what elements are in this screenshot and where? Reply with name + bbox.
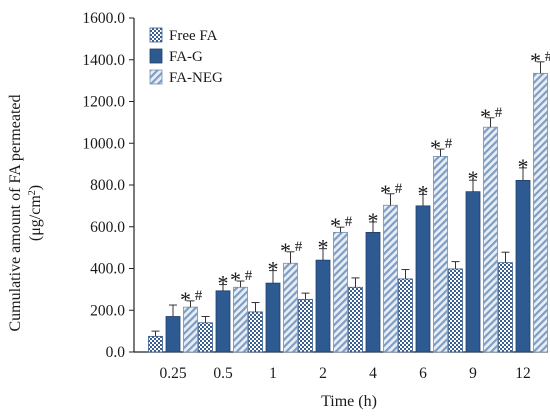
significance-hash: # (545, 49, 550, 65)
significance-star: * (180, 287, 191, 312)
bar-fa-neg (383, 204, 398, 353)
significance-hash: # (495, 105, 503, 121)
bar-free-fa (248, 311, 263, 353)
y-axis-title: Cumulative amount of FA permeated (7, 95, 24, 332)
bar-fa-g (415, 205, 431, 353)
x-tick-label: 0.25 (159, 365, 186, 382)
bar-fa-neg (533, 72, 548, 353)
bar-fa-neg (483, 126, 498, 353)
significance-star: * (480, 104, 491, 129)
bar-free-fa (148, 335, 163, 353)
bar-free-fa (348, 286, 363, 353)
y-tick-label: 1200.0 (82, 94, 125, 111)
y-tick-label: 1400.0 (82, 52, 125, 69)
y-tick-label: 0.0 (106, 344, 126, 361)
bar-fa-g (265, 282, 281, 353)
bar-free-fa (398, 278, 413, 353)
x-tick-label: 0.5 (213, 365, 233, 382)
y-axis-unit: (μg/cm2) (27, 185, 45, 241)
bar-fa-g (515, 180, 531, 353)
significance-star: * (518, 154, 529, 179)
bar-fa-neg (283, 262, 298, 353)
significance-star: * (280, 238, 291, 263)
legend-label: FA-NEG (169, 70, 223, 86)
legend-label: Free FA (169, 28, 218, 44)
bar-fa-g (465, 191, 481, 353)
y-tick-label: 800.0 (90, 177, 125, 194)
significance-star: * (230, 267, 241, 292)
significance-star: * (268, 257, 279, 282)
bar-fa-neg (233, 286, 248, 353)
significance-hash: # (395, 181, 403, 197)
y-tick-label: 1000.0 (82, 135, 125, 152)
significance-star: * (530, 48, 541, 73)
significance-star: * (368, 208, 379, 233)
bar-free-fa (448, 268, 463, 353)
bar-free-fa (198, 322, 213, 353)
x-tick-label: 2 (319, 365, 327, 382)
significance-star: * (380, 180, 391, 205)
bar-fa-g (165, 316, 181, 353)
legend-swatch-fa-neg (149, 69, 163, 85)
x-tick-label: 6 (419, 365, 427, 382)
significance-hash: # (445, 136, 453, 152)
significance-star: * (468, 166, 479, 191)
bar-free-fa (498, 262, 513, 353)
legend-label: FA-G (169, 49, 203, 65)
bar-fa-g (365, 231, 381, 353)
bar-fa-g (215, 290, 231, 353)
significance-star: * (318, 235, 329, 260)
legend-swatch-fa-g (149, 48, 163, 64)
legend-swatch-free-fa (149, 27, 163, 43)
significance-star: * (330, 213, 341, 238)
x-axis-title: Time (h) (321, 393, 377, 410)
bar-fa-g (315, 259, 331, 353)
bar-fa-neg (183, 306, 198, 353)
x-tick-label: 1 (269, 365, 277, 382)
significance-star: * (218, 271, 229, 296)
x-tick-label: 9 (469, 365, 477, 382)
significance-star: * (430, 135, 441, 160)
significance-hash: # (345, 214, 353, 230)
legend: Free FA FA-G FA-NEG (149, 27, 223, 86)
x-tick-label: 12 (515, 365, 531, 382)
significance-hash: # (295, 239, 303, 255)
plot-area: 0.0 200.0 400.0 600.0 800.0 1000.0 1200.0 1400.… (82, 10, 550, 382)
y-tick-label: 600.0 (90, 219, 125, 236)
significance-hash: # (195, 288, 203, 304)
bar-fa-neg (433, 156, 448, 353)
bar-fa-neg (333, 231, 348, 353)
bar-free-fa (298, 298, 313, 353)
y-tick-label: 1600.0 (82, 10, 125, 27)
x-tick-label: 4 (369, 365, 377, 382)
y-tick-label: 400.0 (90, 261, 125, 278)
y-tick-label: 200.0 (90, 302, 125, 319)
significance-hash: # (245, 268, 253, 284)
significance-star: * (418, 180, 429, 205)
